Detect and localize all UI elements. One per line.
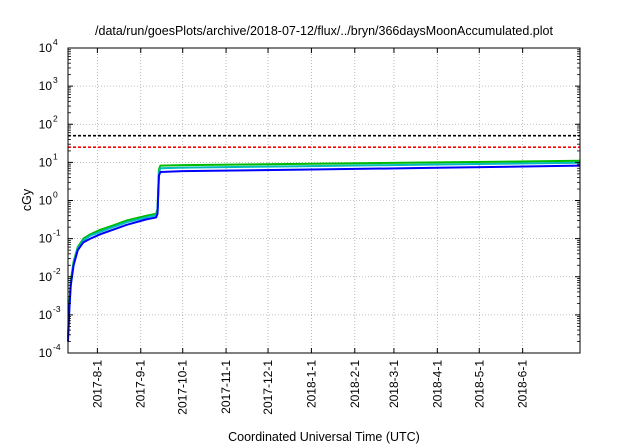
- x-tick-label: 2018-4-1: [430, 360, 444, 408]
- series-line: [67, 159, 581, 335]
- y-tick-exponent: 2: [53, 113, 58, 123]
- series-line: [67, 164, 581, 342]
- x-tick-label: 2018-3-1: [387, 360, 401, 408]
- x-axis-ticks: 2017-8-1 2017-9-1 2017-10-1 2017-11-1 2017-1…: [90, 48, 530, 415]
- y-tick-label: 10: [39, 308, 53, 322]
- y-tick-exponent: -3: [53, 304, 61, 314]
- reference-lines: [68, 134, 580, 149]
- x-tick-label: 2017-8-1: [90, 360, 104, 408]
- y-tick-label: 10: [39, 270, 53, 284]
- x-tick-label: 2018-6-1: [516, 360, 530, 408]
- y-tick-exponent: 0: [53, 190, 58, 200]
- y-tick-label: 10: [39, 232, 53, 246]
- series-layer: [67, 159, 581, 342]
- x-tick-label: 2018-5-1: [472, 360, 486, 408]
- y-tick-exponent: -4: [53, 342, 61, 352]
- y-tick-exponent: 1: [53, 151, 58, 161]
- chart-title: /data/run/goesPlots/archive/2018-07-12/f…: [95, 24, 553, 38]
- y-tick-label: 10: [39, 117, 53, 131]
- grid-layer: [68, 48, 580, 353]
- y-tick-exponent: 3: [53, 75, 58, 85]
- y-tick-exponent: 4: [53, 37, 58, 47]
- y-tick-exponent: -2: [53, 266, 61, 276]
- x-tick-label: 2018-1-1: [304, 360, 318, 408]
- y-tick-exponent: -1: [53, 228, 61, 238]
- x-tick-label: 2017-10-1: [176, 360, 190, 415]
- y-tick-label: 10: [39, 194, 53, 208]
- x-tick-label: 2017-11-1: [219, 360, 233, 414]
- x-tick-label: 2017-9-1: [134, 360, 148, 408]
- y-tick-label: 10: [39, 41, 53, 55]
- x-tick-label: 2017-12-1: [261, 360, 275, 415]
- x-tick-label: 2018-2-1: [348, 360, 362, 408]
- y-tick-label: 10: [39, 79, 53, 93]
- y-tick-label: 10: [39, 346, 53, 360]
- y-tick-label: 10: [39, 155, 53, 169]
- x-axis-label: Coordinated Universal Time (UTC): [228, 430, 420, 444]
- series-line: [67, 161, 581, 338]
- y-axis-label: cGy: [20, 188, 34, 211]
